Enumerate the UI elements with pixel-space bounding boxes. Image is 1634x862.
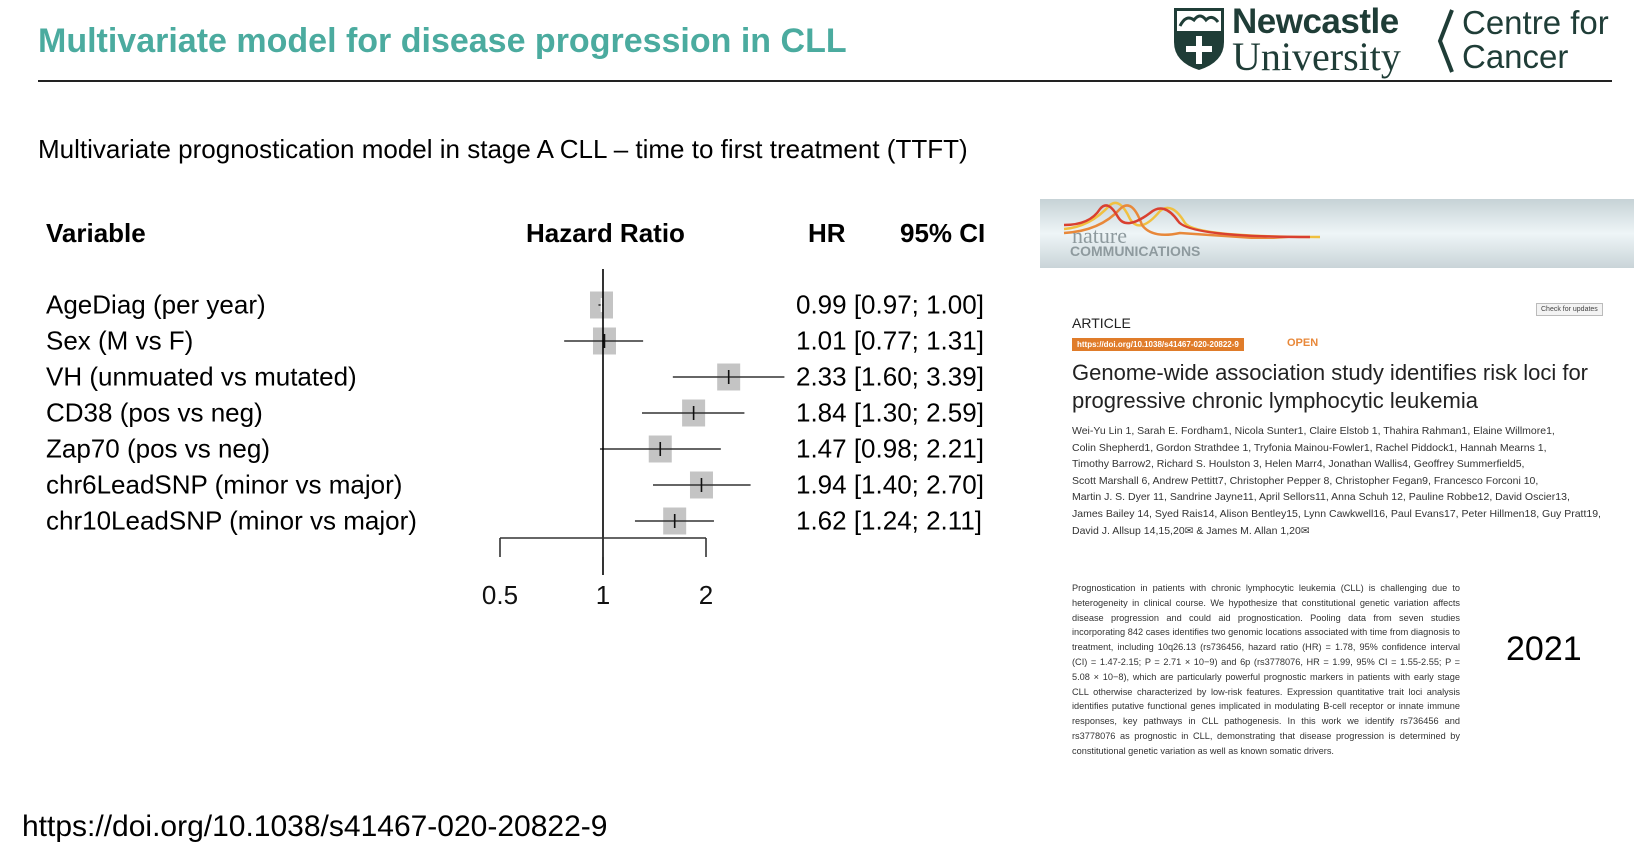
author-line: David J. Allsup 14,15,20✉ & James M. All… [1072,524,1310,537]
paper-title: Genome-wide association study identifies… [1072,360,1589,413]
hr-ci-value: 2.33 [1.60; 3.39] [796,361,984,392]
header-ci: 95% CI [900,218,986,248]
variable-label: Zap70 (pos vs neg) [46,433,271,464]
variable-label: VH (unmuated vs mutated) [46,361,357,392]
author-line: Colin Shepherd1, Gordon Strathdee 1, Try… [1072,441,1547,454]
journal-wave-icon [1063,201,1321,239]
logo-newcastle: Newcastle [1232,2,1399,41]
open-access-label: OPEN [1287,337,1319,349]
logo-chevron-icon [1437,9,1454,73]
hr-ci-value: 1.84 [1.30; 2.59] [796,397,984,428]
paper-abstract: Prognostication in patients with chronic… [1072,583,1460,756]
slide-title: Multivariate model for disease progressi… [38,22,847,60]
check-for-updates-button[interactable]: Check for updates [1536,303,1603,316]
author-line: Martin J. S. Dyer 11, Sandrine Jayne11, … [1072,491,1570,504]
logo-university: University [1232,34,1401,79]
journal-subname: COMMUNICATIONS [1070,243,1201,259]
variable-label: AgeDiag (per year) [46,289,266,320]
title-divider [38,80,1612,82]
header-hr: HR [808,218,846,248]
university-shield-icon [1174,8,1224,70]
hr-ci-value: 0.99 [0.97; 1.00] [796,289,984,320]
variable-label: chr10LeadSNP (minor vs major) [46,505,417,536]
publication-year: 2021 [1506,630,1582,668]
doi-link[interactable]: https://doi.org/10.1038/s41467-020-20822… [22,810,608,843]
logo-centre-for: Centre for [1462,4,1609,41]
article-type: ARTICLE [1072,315,1131,331]
author-line: Timothy Barrow2, Richard S. Houlston 3, … [1072,458,1525,471]
x-tick-label: 1 [596,580,610,610]
x-tick-label: 2 [699,580,713,610]
author-list: Wei-Yu Lin 1, Sarah E. Fordham1, Nicola … [1072,423,1632,539]
journal-header: nature COMMUNICATIONS [1040,199,1634,268]
header-hazard-ratio: Hazard Ratio [526,218,685,248]
hr-ci-value: 1.47 [0.98; 2.21] [796,433,984,464]
paper-preview: nature COMMUNICATIONS ARTICLE Check for … [1040,199,1634,766]
x-tick-label: 0.5 [482,580,518,610]
hr-ci-value: 1.62 [1.24; 2.11] [796,505,982,536]
logo-cancer: Cancer [1462,38,1569,75]
doi-badge[interactable]: https://doi.org/10.1038/s41467-020-20822… [1072,338,1244,351]
variable-label: chr6LeadSNP (minor vs major) [46,469,403,500]
slide-subtitle: Multivariate prognostication model in st… [38,134,968,164]
forest-plot-marks: 0.5 1 2 [482,269,785,610]
hr-ci-value: 1.94 [1.40; 2.70] [796,469,984,500]
hr-ci-value: 1.01 [0.77; 1.31] [796,325,984,356]
journal-name: nature [1072,223,1127,248]
author-line: Scott Marshall 6, Andrew Pettitt7, Chris… [1072,474,1539,487]
newcastle-logo: Newcastle University Centre for Cancer [1172,2,1632,79]
author-line: Wei-Yu Lin 1, Sarah E. Fordham1, Nicola … [1072,425,1555,437]
variable-label: CD38 (pos vs neg) [46,397,263,428]
variable-label: Sex (M vs F) [46,325,194,356]
author-line: James Bailey 14, Syed Rais14, Alison Ben… [1072,507,1601,520]
header-variable: Variable [46,218,146,248]
